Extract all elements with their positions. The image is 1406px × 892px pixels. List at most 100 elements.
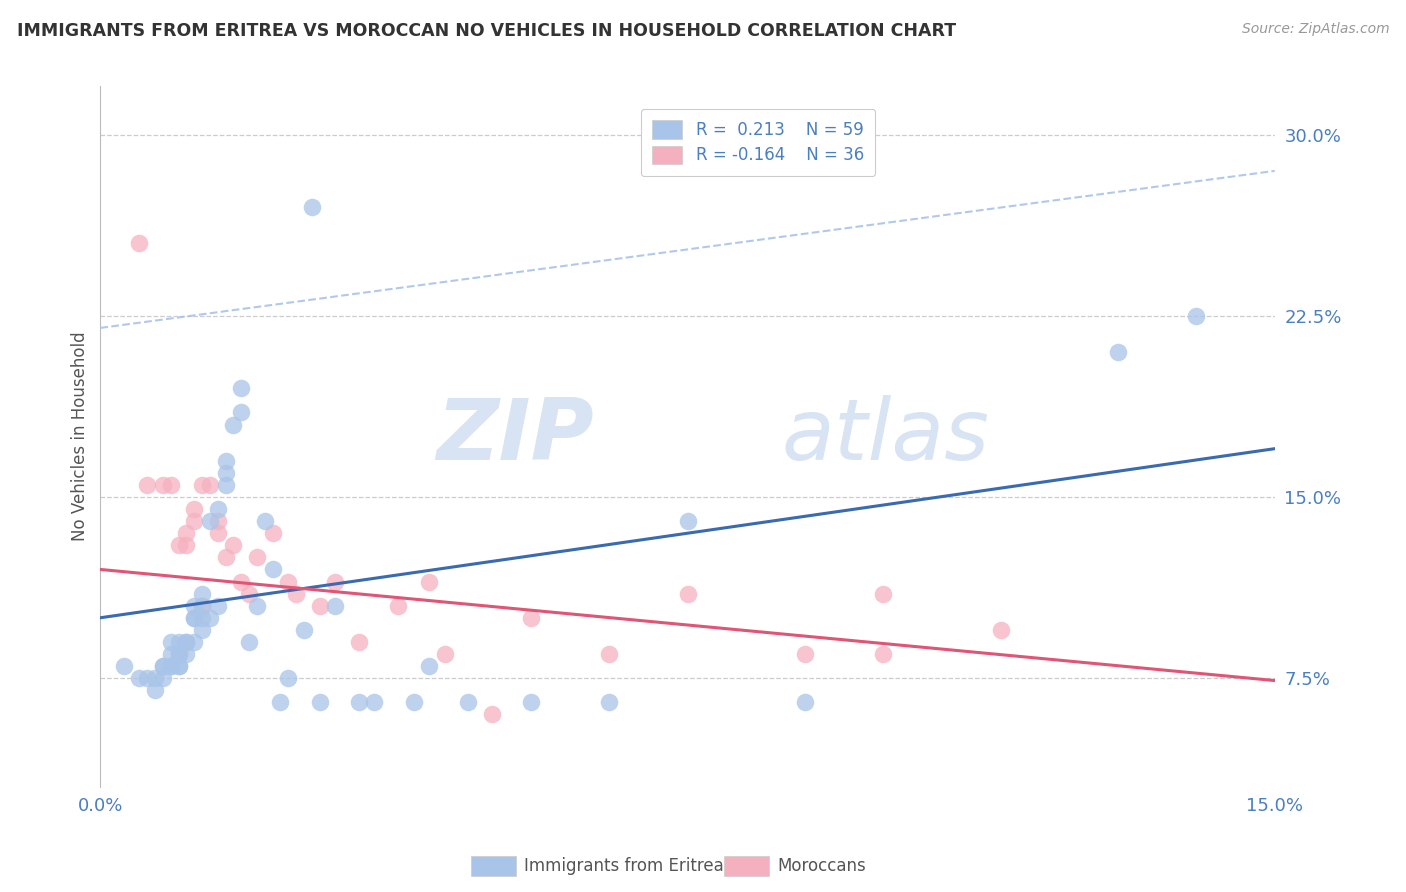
Point [207, 514, 229, 528]
Point [418, 659, 440, 673]
Point [238, 586, 260, 600]
Point [231, 381, 253, 395]
Point [253, 514, 276, 528]
Point [214, 550, 236, 565]
Point [198, 514, 221, 528]
Point [277, 574, 299, 589]
Text: atlas: atlas [782, 395, 990, 478]
Point [136, 478, 159, 492]
Point [191, 599, 214, 613]
Point [222, 417, 245, 432]
Point [128, 671, 150, 685]
Point [167, 647, 190, 661]
Point [285, 586, 308, 600]
Legend: R =  0.213    N = 59, R = -0.164    N = 36: R = 0.213 N = 59, R = -0.164 N = 36 [641, 109, 876, 176]
Point [363, 695, 385, 709]
Point [152, 671, 174, 685]
Point [990, 623, 1012, 637]
Point [176, 635, 198, 649]
Point [198, 478, 221, 492]
Point [246, 599, 269, 613]
Point [152, 659, 174, 673]
Point [292, 623, 315, 637]
Point [143, 671, 166, 685]
Point [347, 695, 370, 709]
Point [207, 599, 229, 613]
Point [143, 683, 166, 698]
Point [191, 478, 214, 492]
Point [183, 502, 205, 516]
Point [277, 671, 299, 685]
Point [520, 611, 543, 625]
Point [112, 659, 135, 673]
Point [198, 611, 221, 625]
Point [136, 671, 159, 685]
Point [222, 538, 245, 552]
Point [159, 647, 181, 661]
Text: IMMIGRANTS FROM ERITREA VS MOROCCAN NO VEHICLES IN HOUSEHOLD CORRELATION CHART: IMMIGRANTS FROM ERITREA VS MOROCCAN NO V… [17, 22, 956, 40]
Text: Immigrants from Eritrea: Immigrants from Eritrea [524, 857, 724, 875]
Point [598, 647, 620, 661]
Point [152, 478, 174, 492]
Point [159, 659, 181, 673]
Point [183, 635, 205, 649]
Y-axis label: No Vehicles in Household: No Vehicles in Household [72, 332, 89, 541]
Point [183, 514, 205, 528]
Point [152, 659, 174, 673]
Point [347, 635, 370, 649]
Point [176, 635, 198, 649]
Point [183, 611, 205, 625]
Point [159, 659, 181, 673]
Point [238, 635, 260, 649]
Point [308, 599, 330, 613]
Point [262, 526, 284, 541]
Text: ZIP: ZIP [436, 395, 593, 478]
Point [214, 466, 236, 480]
Text: Source: ZipAtlas.com: Source: ZipAtlas.com [1241, 22, 1389, 37]
Point [872, 647, 894, 661]
Point [676, 586, 699, 600]
Point [191, 586, 214, 600]
Point [167, 659, 190, 673]
Point [167, 538, 190, 552]
Point [191, 611, 214, 625]
Point [323, 574, 346, 589]
Point [323, 599, 346, 613]
Point [214, 454, 236, 468]
Point [183, 599, 205, 613]
Point [167, 647, 190, 661]
Point [481, 707, 503, 722]
Point [214, 478, 236, 492]
Point [159, 478, 181, 492]
Point [159, 635, 181, 649]
Point [520, 695, 543, 709]
Point [402, 695, 425, 709]
Point [387, 599, 409, 613]
Point [231, 405, 253, 419]
Point [128, 236, 150, 251]
Point [1107, 345, 1129, 359]
Point [207, 526, 229, 541]
Point [433, 647, 456, 661]
Point [191, 623, 214, 637]
Point [183, 611, 205, 625]
Point [301, 200, 323, 214]
Point [308, 695, 330, 709]
Point [231, 574, 253, 589]
Point [176, 526, 198, 541]
Text: Moroccans: Moroccans [778, 857, 866, 875]
Point [598, 695, 620, 709]
Point [794, 695, 817, 709]
Point [207, 502, 229, 516]
Point [1185, 309, 1208, 323]
Point [418, 574, 440, 589]
Point [676, 514, 699, 528]
Point [191, 599, 214, 613]
Point [167, 659, 190, 673]
Point [794, 647, 817, 661]
Point [176, 538, 198, 552]
Point [872, 586, 894, 600]
Point [167, 635, 190, 649]
Point [246, 550, 269, 565]
Point [269, 695, 291, 709]
